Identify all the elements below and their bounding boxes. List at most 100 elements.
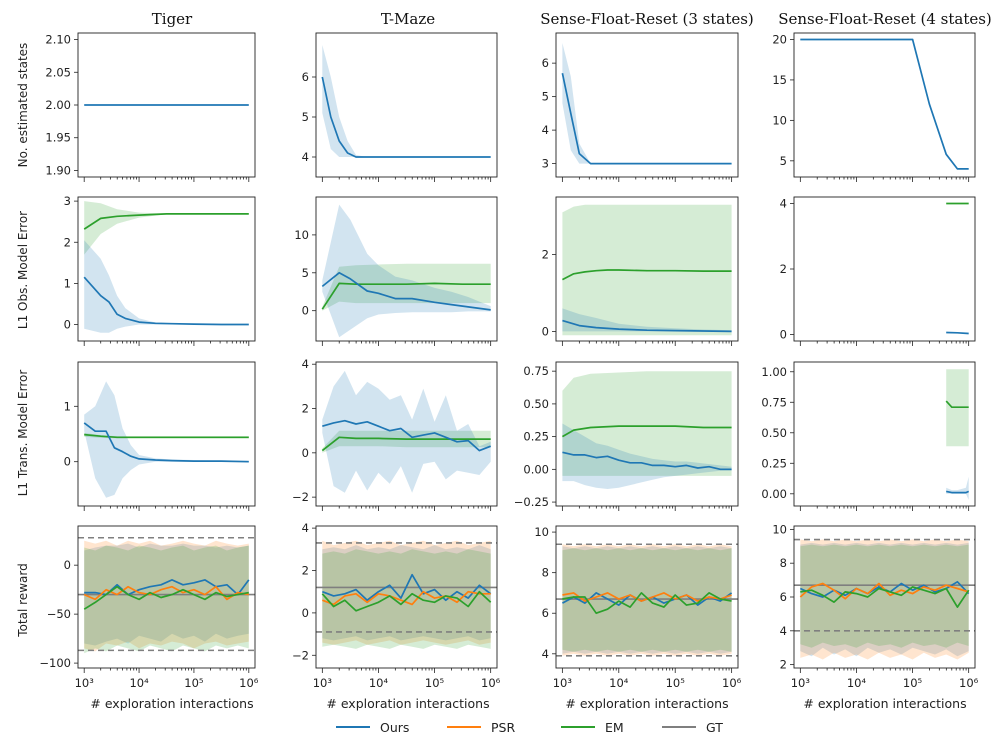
- panel-r1-c2-plot-area: [321, 45, 491, 158]
- col-title-tmaze: T-Maze: [381, 10, 435, 28]
- x-axis-labels: # exploration interactions # exploration…: [90, 696, 966, 711]
- panel-r2-c4-plot-area: [946, 202, 969, 335]
- legend-label-em: EM: [605, 720, 624, 735]
- panel-r4-c3-band-psr: [562, 544, 732, 656]
- panel-r1-c4-frame: [793, 32, 976, 178]
- panel-r4-c2-ytick-label-4: 4: [302, 521, 309, 535]
- chart-panels: 1.901.952.002.052.1045634565101520012305…: [39, 32, 978, 690]
- x-label-col4: # exploration interactions: [803, 696, 966, 711]
- panel-r4-c2-band-ours: [322, 545, 491, 641]
- col-title-sfr3: Sense-Float-Reset (3 states): [540, 10, 754, 28]
- panel-r3-c2-line-em: [321, 436, 491, 452]
- panel-r2-c1-ytick-label-3: 2: [64, 235, 71, 249]
- panel-r2-c2: 0 5 10: [294, 196, 498, 346]
- panel-r4-c3-ytick-label-2: 6: [542, 606, 549, 620]
- panel-r3-c3-ytick-label-2: 0.00: [523, 462, 549, 476]
- panel-r2-c2-line-em: [321, 282, 491, 310]
- panel-r1-c4-line-ours: [800, 38, 969, 170]
- panel-r1-c2-ytick-label-1: 4: [302, 150, 309, 164]
- panel-r4-c4-ytick-label-1: 2: [780, 658, 787, 672]
- panel-r3-c3: −0.25 0.00 0.25 0.50 0.75: [514, 361, 739, 511]
- panel-r3-c4-ytick-label-2: 0.25: [761, 456, 787, 470]
- panel-r3-c4-line-ours: [946, 490, 970, 494]
- panel-r1-c3-frame: [555, 32, 739, 178]
- panel-r1-c3-ytick-label-1: 3: [542, 157, 549, 171]
- panel-r4-c3: 4 6 8 10 10³ 10⁴ 10⁵ 10⁶: [534, 525, 741, 690]
- panel-r3-c2-ytick-label-4: 4: [302, 357, 309, 371]
- panel-r1-c4-ytick-label-2: 10: [772, 113, 787, 127]
- panel-r2-c1-ytick-label-2: 1: [64, 276, 71, 290]
- panel-r3-c2-band-em: [322, 430, 491, 453]
- panel-r3-c1-frame: [77, 361, 256, 507]
- panel-r4-c4-ytick-label-5: 10: [772, 522, 787, 536]
- panel-r4-c1-band-em: [84, 545, 249, 654]
- panel-r3-c1-plot-area: [83, 381, 249, 498]
- panel-r3-c3-band-ours: [562, 423, 732, 489]
- panel-r4-c2-frame: [315, 525, 498, 669]
- col-title-sfr4: Sense-Float-Reset (4 states): [778, 10, 992, 28]
- panel-r3-c3-frame: [555, 361, 739, 507]
- panel-r2-c1-ytick-label-4: 3: [64, 194, 71, 208]
- panel-r2-c2-frame: [315, 196, 498, 342]
- panel-r3-c4-plot-area: [945, 369, 970, 500]
- panel-r4-c2: −2 0 2 4 10³ 10⁴ 10⁵ 10⁶: [292, 521, 501, 690]
- panel-r2-c3-line-em: [562, 269, 732, 281]
- panel-r1-c1-ytick-label-3: 2.00: [45, 98, 71, 112]
- panel-r4-c1-ytick-label-2: −50: [47, 607, 71, 621]
- panel-r4-c3-band-ours: [562, 546, 732, 654]
- panel-r4-c1-frame: [77, 525, 256, 669]
- panel-r4-c3-plot-area: [556, 543, 738, 657]
- panel-r4-c3-xtick-label-4: 10⁴: [609, 676, 629, 690]
- panel-r4-c4-xtick-label-3: 10³: [791, 676, 811, 690]
- panel-r2-c2-line-ours: [321, 271, 491, 311]
- legend: Ours PSR EM GT: [336, 720, 723, 735]
- panel-r2-c4: 0 2 4: [780, 197, 976, 346]
- panel-r1-c4-ytick-label-3: 15: [772, 73, 787, 87]
- panel-r2-c3: 02: [542, 196, 739, 346]
- panel-r1-c1-ytick-label-5: 2.10: [45, 33, 71, 47]
- row-label-total-reward: Total reward: [16, 563, 30, 637]
- panel-r4-c1-xtick-label-4: 10⁴: [129, 676, 149, 690]
- panel-r4-c3-ytick-label-4: 10: [534, 525, 549, 539]
- legend-label-psr: PSR: [491, 720, 515, 735]
- panel-r3-c1-ytick-label-2: 1: [64, 399, 71, 413]
- panel-r3-c3-band-em: [562, 371, 732, 476]
- x-label-col1: # exploration interactions: [90, 696, 253, 711]
- panel-r4-c1-xtick-label-6: 10⁶: [239, 676, 259, 690]
- panel-r3-c4: 0.00 0.25 0.50 0.75 1.00: [761, 361, 976, 511]
- panel-r4-c1-line-psr: [83, 585, 249, 601]
- panel-r4-c4-ytick-label-4: 8: [780, 556, 787, 570]
- panel-r4-c4-band-ours: [800, 542, 969, 657]
- panel-r3-c4-ytick-label-4: 0.75: [761, 395, 787, 409]
- panel-r2-c1-band-em: [84, 201, 249, 255]
- row-label-trans-error: L1 Trans. Model Error: [16, 370, 30, 497]
- panel-r2-c3-band-ours: [562, 308, 732, 332]
- panel-r4-c2-line-ours: [322, 573, 492, 602]
- panel-r2-c3-frame: [555, 196, 739, 342]
- panel-r4-c2-ytick-label-3: 2: [302, 564, 309, 578]
- panel-r4-c1: −100 −50 0 10³ 10⁴ 10⁵ 10⁶: [39, 525, 259, 690]
- panel-r4-c3-xtick-label-6: 10⁶: [722, 676, 742, 690]
- panel-r2-c2-band-em: [322, 263, 491, 311]
- panel-r4-c3-xtick-label-3: 10³: [553, 676, 573, 690]
- panel-r3-c1: 01: [64, 361, 256, 511]
- panel-r4-c3-ytick-label-1: 4: [542, 647, 549, 661]
- panel-r4-c4: 2 4 6 8 10 10³ 10⁴ 10⁵ 10⁶: [772, 522, 978, 690]
- legend-label-gt: GT: [706, 720, 723, 735]
- panel-r1-c2-ytick-label-3: 6: [302, 70, 309, 84]
- panel-r2-c2-ytick-label-1: 0: [302, 304, 309, 318]
- panel-r2-c1-plot-area: [83, 201, 249, 333]
- panel-r3-c4-ytick-label-3: 0.50: [761, 426, 787, 440]
- panel-r2-c1-band-ours: [84, 240, 249, 333]
- panel-r3-c4-band-ours: [946, 476, 969, 500]
- panel-r3-c2-ytick-label-1: −2: [292, 490, 309, 504]
- panel-r4-c4-band-psr: [800, 539, 969, 660]
- panel-r4-c4-line-em: [800, 586, 970, 608]
- col-title-tiger: Tiger: [152, 10, 193, 28]
- panel-r4-c3-ytick-label-3: 8: [542, 566, 549, 580]
- panel-r3-c1-ytick-label-1: 0: [64, 455, 71, 469]
- panel-r4-c1-xtick-label-5: 10⁵: [184, 676, 204, 690]
- panel-r4-c4-xtick-label-5: 10⁵: [903, 676, 923, 690]
- panel-r3-c1-band-ours: [84, 381, 249, 498]
